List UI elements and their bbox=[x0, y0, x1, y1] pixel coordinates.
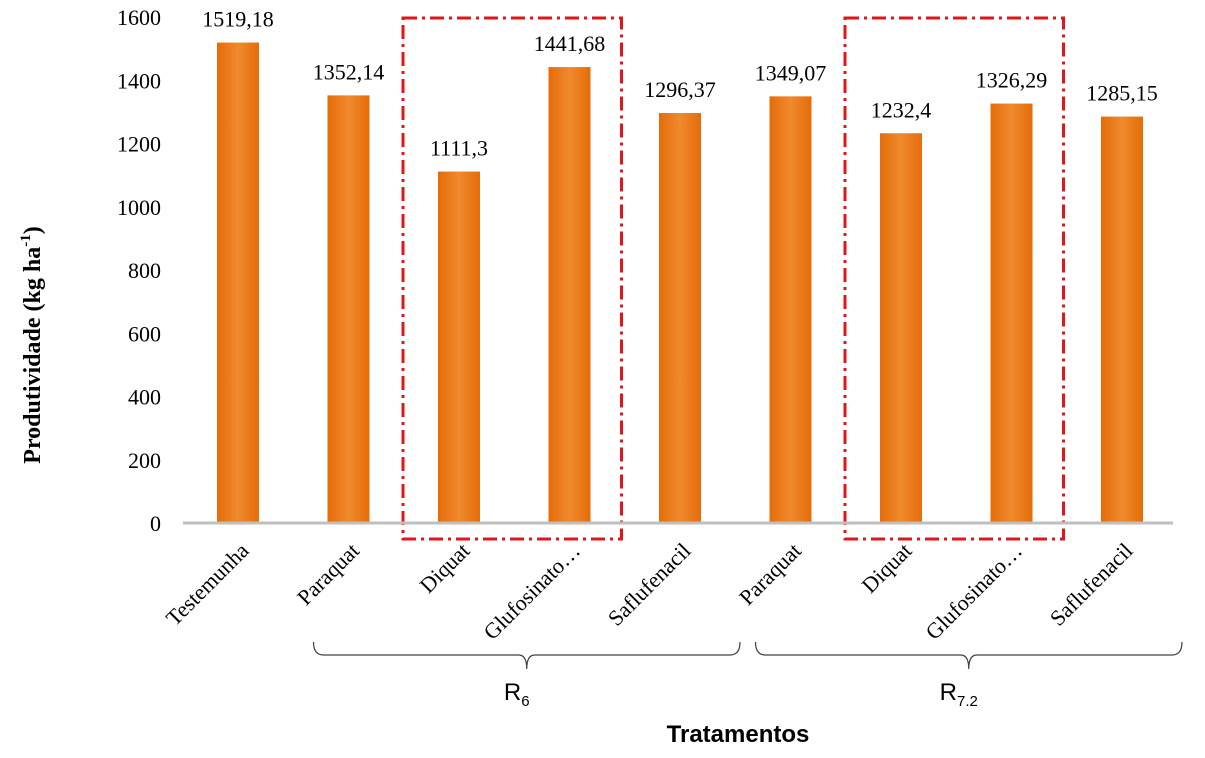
y-tick-label-8: 1600 bbox=[117, 5, 161, 30]
category-label-1: Paraquat bbox=[292, 538, 364, 610]
value-label-7: 1326,29 bbox=[976, 68, 1048, 93]
highlight-boxes bbox=[401, 16, 1065, 541]
y-axis-label-close: ) bbox=[20, 226, 46, 234]
y-tick-labels: 0 200 400 600 800 1000 1200 1400 1600 bbox=[117, 5, 161, 536]
y-tick-label-7: 1400 bbox=[117, 68, 161, 93]
bars bbox=[217, 42, 1143, 524]
value-label-3: 1441,68 bbox=[534, 31, 606, 56]
value-label-1: 1352,14 bbox=[313, 59, 385, 84]
category-label-4: Saflufenacil bbox=[603, 538, 696, 631]
y-axis-label-main: Produtividade (kg ha bbox=[20, 247, 46, 464]
y-tick-label-4: 800 bbox=[128, 258, 161, 283]
bar-0 bbox=[217, 42, 259, 523]
group-brace-0 bbox=[312, 641, 741, 670]
category-labels: Testemunha Paraquat Diquat Glufosinato… Safl… bbox=[161, 538, 1138, 645]
value-label-4: 1296,37 bbox=[644, 77, 716, 102]
y-tick-label-5: 1000 bbox=[117, 195, 161, 220]
category-label-0: Testemunha bbox=[161, 538, 254, 631]
x-axis-label: Tratamentos bbox=[667, 721, 810, 748]
highlight-box-1 bbox=[843, 16, 1065, 541]
value-label-6: 1232,4 bbox=[871, 97, 932, 122]
category-label-3: Glufosinato… bbox=[478, 538, 585, 645]
y-tick-label-0: 0 bbox=[150, 511, 161, 536]
bar-2 bbox=[438, 171, 480, 523]
group-label-1: R7.2 bbox=[940, 679, 978, 710]
bar-7 bbox=[990, 103, 1033, 523]
group-braces: R6 R7.2 bbox=[312, 641, 1183, 710]
value-label-5: 1349,07 bbox=[755, 60, 827, 85]
category-label-2: Diquat bbox=[415, 538, 475, 598]
highlight-box-0 bbox=[401, 16, 623, 541]
value-labels: 1519,18 1352,14 1111,3 1441,68 1296,37 1349,0… bbox=[202, 7, 1158, 161]
value-label-0: 1519,18 bbox=[202, 7, 274, 32]
y-tick-label-2: 400 bbox=[128, 385, 161, 410]
group-label-0: R6 bbox=[504, 679, 530, 710]
group-brace-1 bbox=[754, 641, 1183, 670]
bar-8 bbox=[1101, 116, 1143, 523]
category-label-7: Glufosinato… bbox=[920, 538, 1027, 645]
value-label-8: 1285,15 bbox=[1086, 81, 1158, 106]
category-label-6: Diquat bbox=[857, 538, 917, 598]
bar-5 bbox=[769, 96, 812, 523]
y-tick-label-3: 600 bbox=[128, 321, 161, 346]
bar-4 bbox=[659, 113, 701, 524]
y-tick-label-1: 200 bbox=[128, 448, 161, 473]
bar-6 bbox=[880, 133, 922, 524]
value-label-2: 1111,3 bbox=[430, 136, 488, 161]
category-label-5: Paraquat bbox=[734, 538, 806, 610]
bar-1 bbox=[327, 95, 370, 523]
category-label-8: Saflufenacil bbox=[1045, 538, 1138, 631]
y-axis-label-superscript: -1 bbox=[18, 234, 34, 247]
y-tick-label-6: 1200 bbox=[117, 132, 161, 157]
y-axis-label: Produtividade (kg ha-1) bbox=[18, 226, 46, 463]
bar-3 bbox=[548, 67, 591, 524]
